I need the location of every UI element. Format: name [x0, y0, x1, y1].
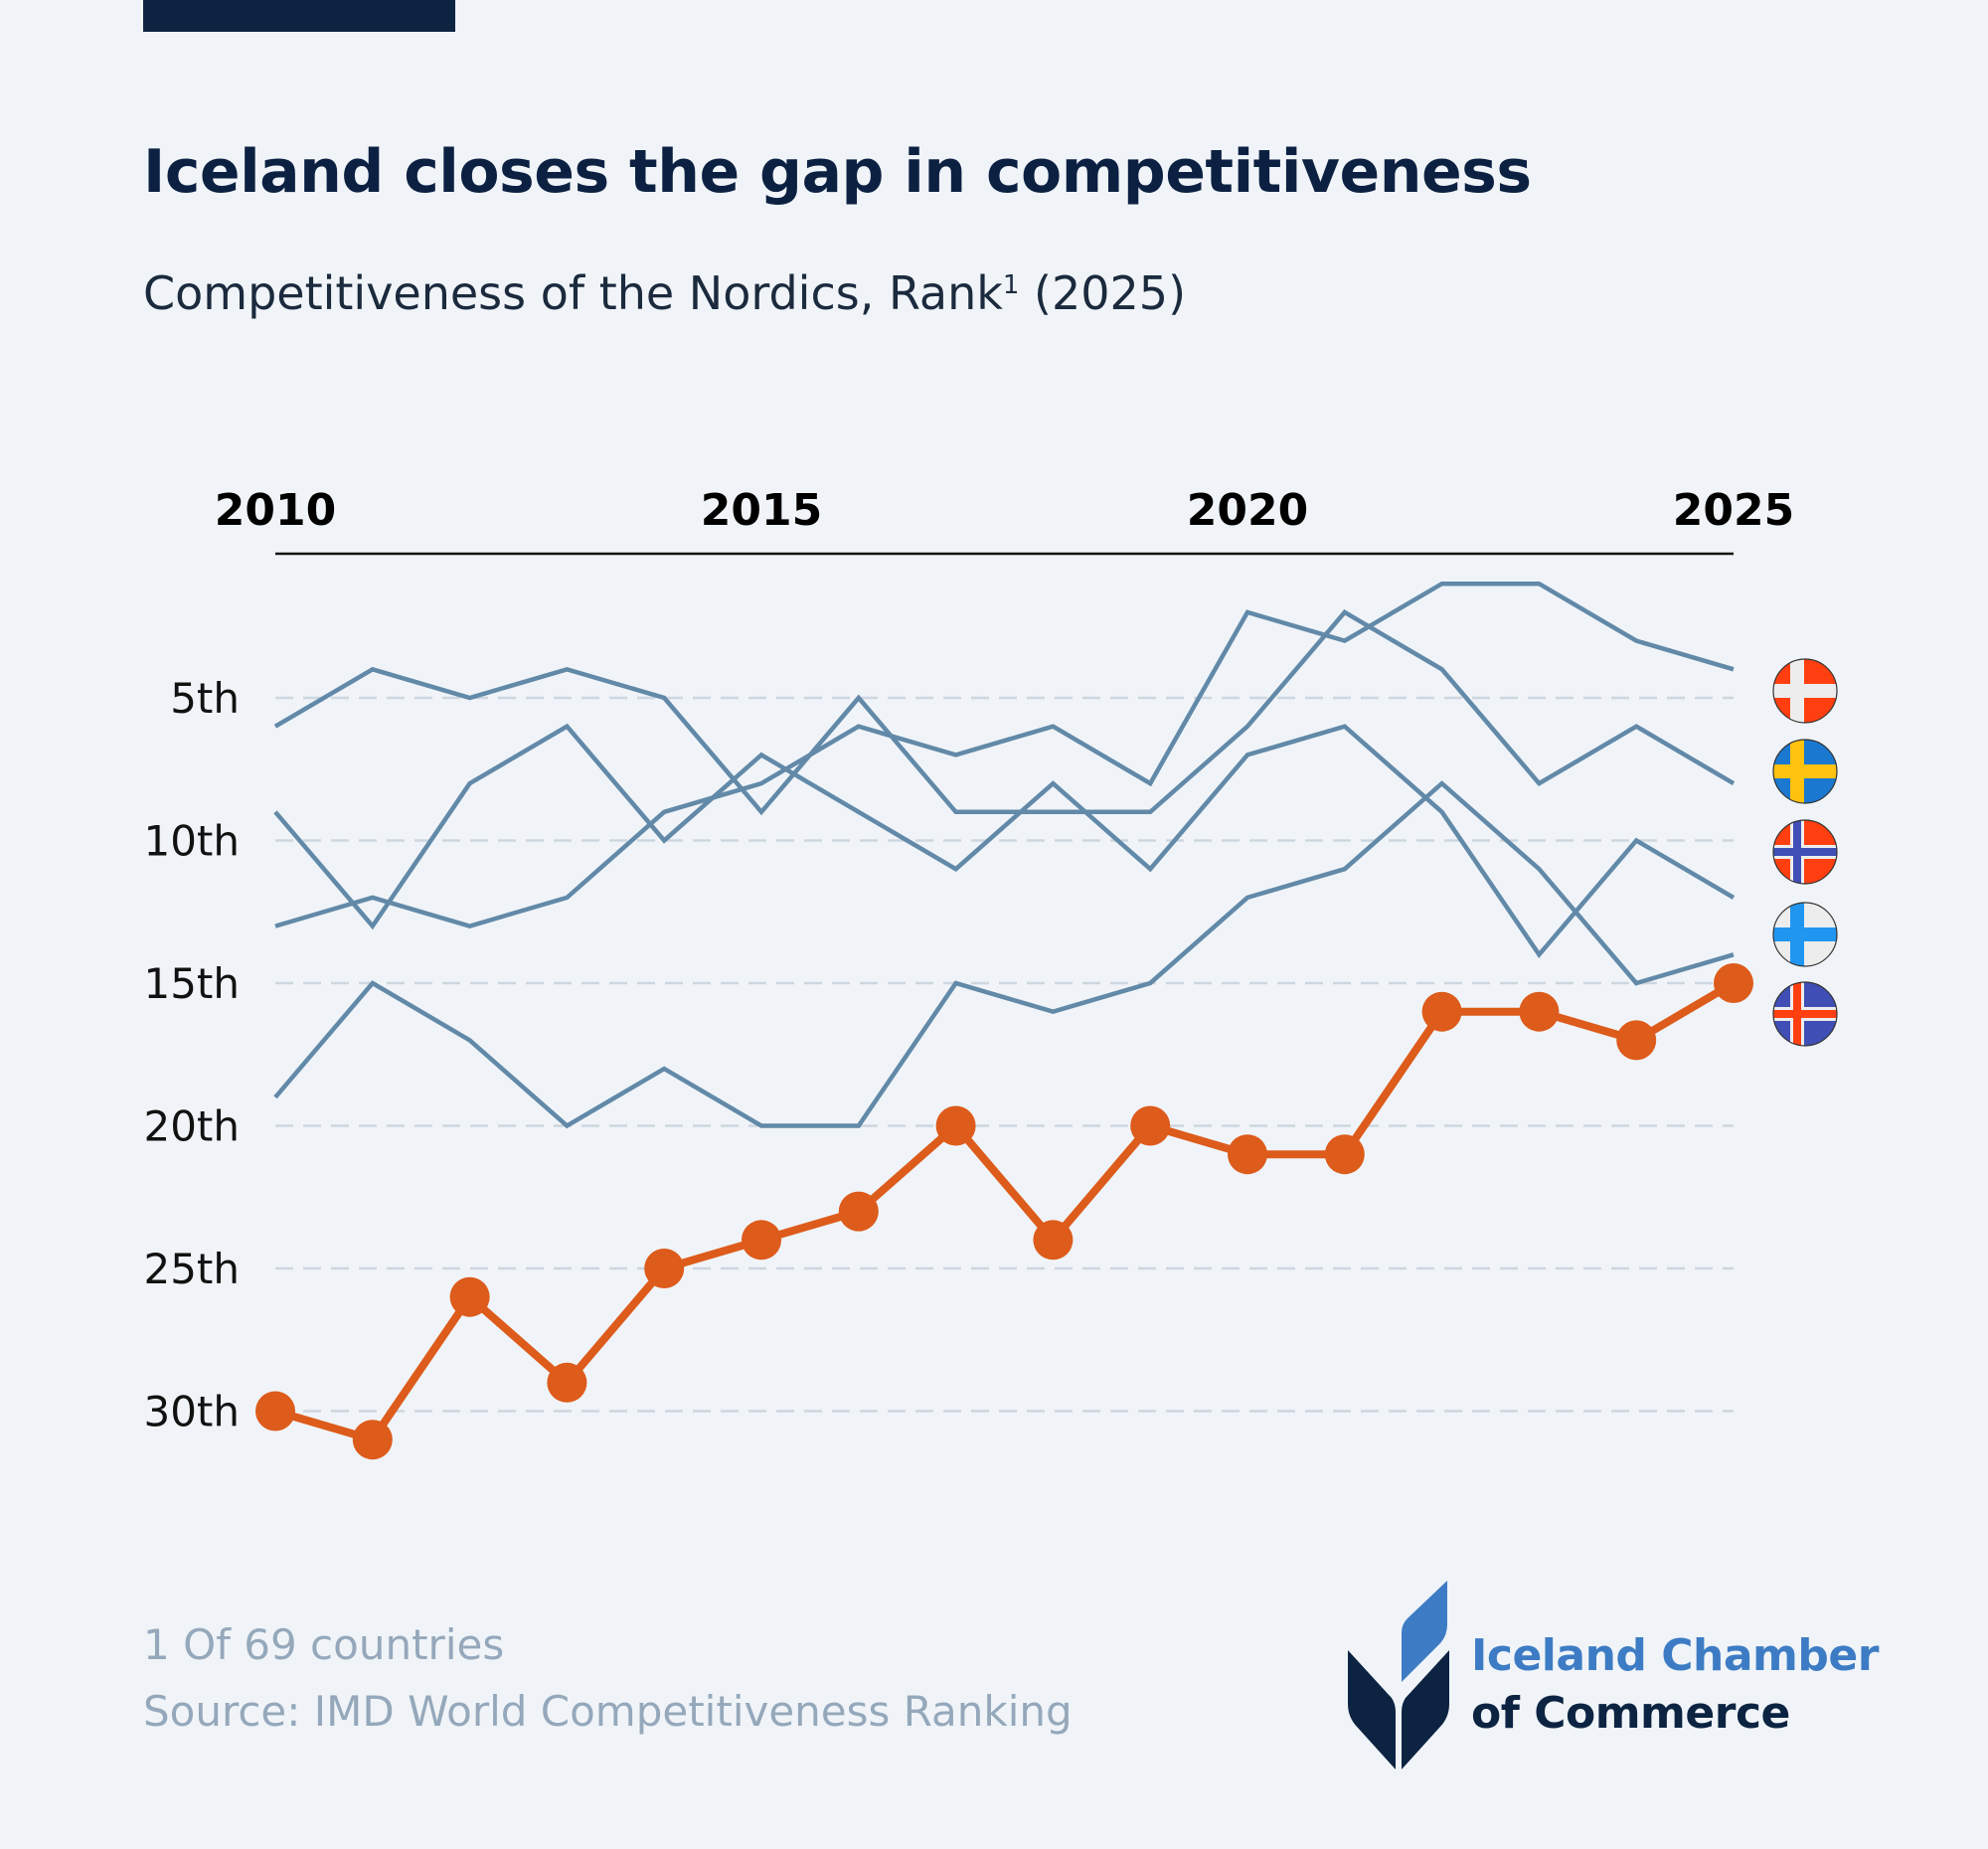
line-denmark: [274, 581, 1735, 928]
series-denmark: [274, 581, 1735, 928]
flag-cross-horizontal: [1773, 684, 1837, 698]
data-point-iceland-2024: [1616, 1020, 1657, 1061]
flag-inner-horizontal: [1773, 1010, 1837, 1018]
footnote: 1 Of 69 countries: [143, 1620, 505, 1669]
subtitle-year: (2025): [1019, 266, 1187, 320]
flag-outline: [1772, 739, 1838, 804]
y-tick-label: 25th: [143, 1245, 240, 1293]
sweden-flag-icon: [1773, 740, 1837, 803]
data-point-iceland-2025: [1714, 963, 1753, 1003]
data-point-iceland-2018: [1033, 1220, 1074, 1261]
chart-title: Iceland closes the gap in competitivenes…: [143, 137, 1532, 207]
y-tick-labels: 5th 10th 15th 20th 25th 30th: [143, 674, 240, 1436]
series-norway: [273, 723, 1736, 959]
iceland-flag-icon: [1773, 982, 1837, 1046]
y-tick-label: 30th: [143, 1388, 240, 1436]
data-point-iceland-2016: [838, 1191, 879, 1232]
flag-inner-horizontal: [1773, 848, 1837, 856]
y-tick-label: 10th: [143, 817, 240, 866]
data-point-iceland-2013: [547, 1362, 587, 1403]
x-tick-labels: 2010 2015 2020 2025: [215, 485, 1794, 536]
series-sweden: [273, 609, 1736, 816]
data-point-iceland-2021: [1324, 1134, 1365, 1175]
logo-left-leaf: [1348, 1650, 1396, 1769]
y-tick-label: 15th: [143, 959, 240, 1008]
data-point-iceland-2023: [1519, 991, 1560, 1032]
data-point-iceland-2020: [1228, 1134, 1267, 1175]
data-point-iceland-2014: [644, 1249, 685, 1288]
flag-outline: [1772, 902, 1838, 967]
x-tick-label: 2025: [1673, 485, 1794, 536]
flag-cross-horizontal: [1773, 927, 1837, 941]
flag-cross-horizontal: [1773, 764, 1837, 778]
top-accent-bar: [143, 0, 455, 32]
series-finland: [273, 780, 1735, 1129]
line-finland: [273, 780, 1735, 1129]
legend-flags: [1772, 658, 1838, 1047]
y-tick-label: 20th: [143, 1102, 240, 1151]
data-point-iceland-2015: [742, 1220, 781, 1261]
line-iceland: [273, 979, 1737, 1444]
x-tick-label: 2010: [215, 485, 336, 536]
chamber-logo-icon: [1348, 1581, 1449, 1769]
denmark-flag-icon: [1773, 659, 1837, 723]
flag-outline: [1772, 658, 1838, 724]
series-iceland: [255, 963, 1753, 1460]
gridlines: [275, 696, 1734, 1413]
flag-outline: [1772, 819, 1838, 885]
x-tick-label: 2015: [701, 485, 822, 536]
source-note: Source: IMD World Competitiveness Rankin…: [143, 1687, 1073, 1736]
series-lines: [255, 581, 1753, 1460]
norway-flag-icon: [1773, 820, 1837, 884]
data-point-iceland-2022: [1421, 991, 1462, 1032]
flag-outline: [1772, 981, 1838, 1047]
x-tick-label: 2020: [1187, 485, 1308, 536]
footnote-marker: 1: [1002, 270, 1020, 300]
line-sweden: [273, 609, 1736, 816]
subtitle-text: Competitiveness of the Nordics, Rank: [143, 266, 1003, 320]
y-tick-label: 5th: [170, 674, 240, 723]
data-point-iceland-2011: [352, 1420, 393, 1460]
line-norway: [273, 723, 1736, 959]
logo-top-leaf: [1402, 1581, 1447, 1682]
data-point-iceland-2010: [255, 1391, 295, 1431]
chart-subtitle: Competitiveness of the Nordics, Rank1 (2…: [143, 266, 1186, 320]
data-point-iceland-2019: [1130, 1105, 1171, 1146]
logo-text-line2: of Commerce: [1471, 1688, 1790, 1739]
logo-text-line1: Iceland Chamber: [1471, 1630, 1879, 1681]
data-point-iceland-2017: [935, 1105, 976, 1146]
data-point-iceland-2012: [449, 1276, 490, 1317]
logo-right-leaf: [1402, 1650, 1449, 1769]
finland-flag-icon: [1773, 903, 1837, 966]
